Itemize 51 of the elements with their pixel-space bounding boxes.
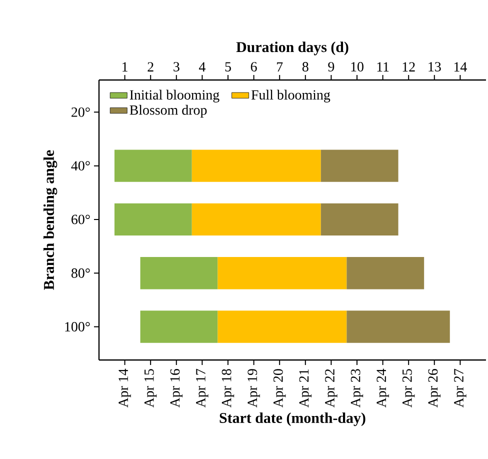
x-tick-label: 14 <box>454 62 467 72</box>
y-tick-label: 80° <box>71 268 90 278</box>
y-tick-label: 40° <box>71 161 90 171</box>
x-tick-label: 1 <box>122 62 128 72</box>
x-tick-label: 4 <box>198 62 206 72</box>
x2-tick-label: Apr 22 <box>325 369 338 408</box>
x-tick-label: 11 <box>377 62 389 72</box>
x2-tick-label: Apr 14 <box>118 368 131 408</box>
bar <box>140 257 218 290</box>
y-tick-label: 100° <box>65 322 90 332</box>
x-tick-label: 8 <box>302 62 308 72</box>
y-tick-label: 60° <box>72 214 90 224</box>
x-tick-label: 7 <box>277 62 283 72</box>
x2-tick-label: Apr 21 <box>299 369 312 408</box>
x-tick-label: 2 <box>148 62 154 72</box>
x-tick-label: 9 <box>328 62 334 72</box>
legend-label: Blossom drop <box>130 104 207 118</box>
x-tick-label: 5 <box>225 62 231 72</box>
x2-axis-title: Start date (month-day) <box>220 412 366 426</box>
x-tick-label: 10 <box>351 62 364 72</box>
legend-label: Initial blooming <box>130 90 220 102</box>
x-tick-label: 12 <box>402 62 415 72</box>
bar <box>114 150 192 182</box>
x2-tick-label: Apr 20 <box>273 369 286 408</box>
bar <box>192 150 321 182</box>
bar <box>218 310 347 343</box>
bar <box>192 203 321 236</box>
x2-tick-label: Apr 15 <box>144 369 157 408</box>
x-tick-label: 6 <box>250 62 257 72</box>
bar <box>346 310 450 343</box>
x2-tick-label: Apr 19 <box>248 369 260 408</box>
bar <box>320 150 398 182</box>
x2-tick-label: Apr 24 <box>376 368 389 408</box>
x2-tick-label: Apr 16 <box>170 368 182 408</box>
bar <box>346 257 424 290</box>
x2-tick-label: Apr 25 <box>402 369 415 408</box>
x-axis-title: Duration days (d) <box>236 42 348 56</box>
x2-tick-label: Apr 23 <box>350 369 364 408</box>
x2-tick-label: Apr 26 <box>428 368 440 408</box>
legend-label: Full blooming <box>251 90 330 102</box>
y-axis-title: Branch bending angle <box>43 150 58 290</box>
bar <box>218 257 347 290</box>
bar <box>114 203 192 236</box>
bar <box>140 310 218 343</box>
x2-tick-label: Apr 17 <box>196 368 208 408</box>
x-tick-label: 3 <box>174 62 180 72</box>
bar <box>320 203 398 236</box>
x2-tick-label: Apr 18 <box>222 369 234 408</box>
x-tick-label: 13 <box>428 62 441 72</box>
x2-tick-label: Apr 27 <box>454 368 466 408</box>
y-tick-label: 20° <box>72 107 90 117</box>
